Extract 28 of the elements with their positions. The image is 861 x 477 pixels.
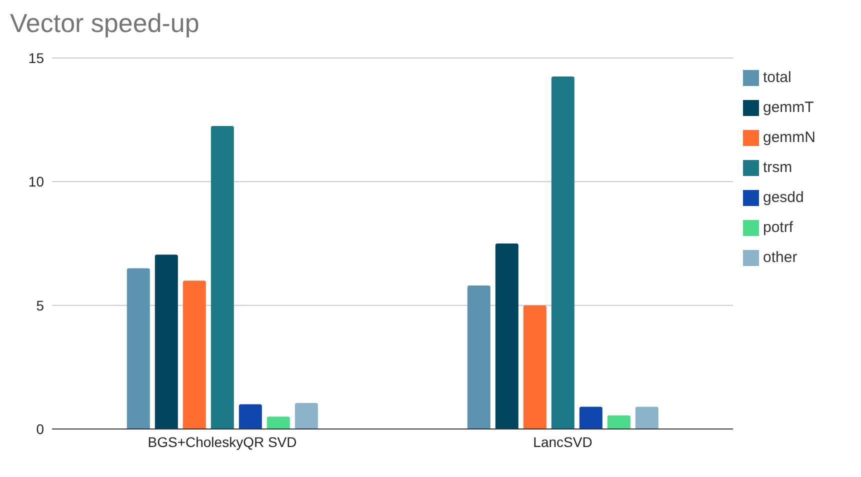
bar [635, 406, 658, 429]
x-tick-label: LancSVD [533, 434, 592, 450]
chart-title: Vector speed-up [10, 8, 200, 39]
bar [182, 280, 206, 429]
y-tick-label: 0 [36, 420, 44, 437]
bar [126, 268, 150, 429]
bar [210, 126, 234, 429]
bar [551, 76, 574, 429]
bar [579, 406, 602, 429]
legend-label: gesdd [763, 189, 804, 206]
bar [467, 286, 490, 429]
legend-label: gemmT [763, 99, 814, 116]
bar [495, 244, 518, 429]
y-tick-label: 5 [36, 297, 44, 314]
y-tick-label: 15 [28, 50, 44, 66]
legend-label: other [763, 249, 798, 266]
bar [154, 254, 178, 429]
bar [238, 404, 262, 429]
legend-label: total [763, 69, 792, 86]
bar [523, 305, 546, 429]
bar [294, 403, 318, 429]
bar [266, 416, 290, 429]
y-tick-label: 10 [28, 174, 44, 190]
bar [607, 415, 630, 429]
legend-label: gemmN [763, 129, 816, 146]
legend-label: trsm [763, 159, 792, 176]
legend-label: potrf [763, 219, 794, 236]
x-tick-label: BGS+CholeskyQR SVD [148, 434, 297, 450]
